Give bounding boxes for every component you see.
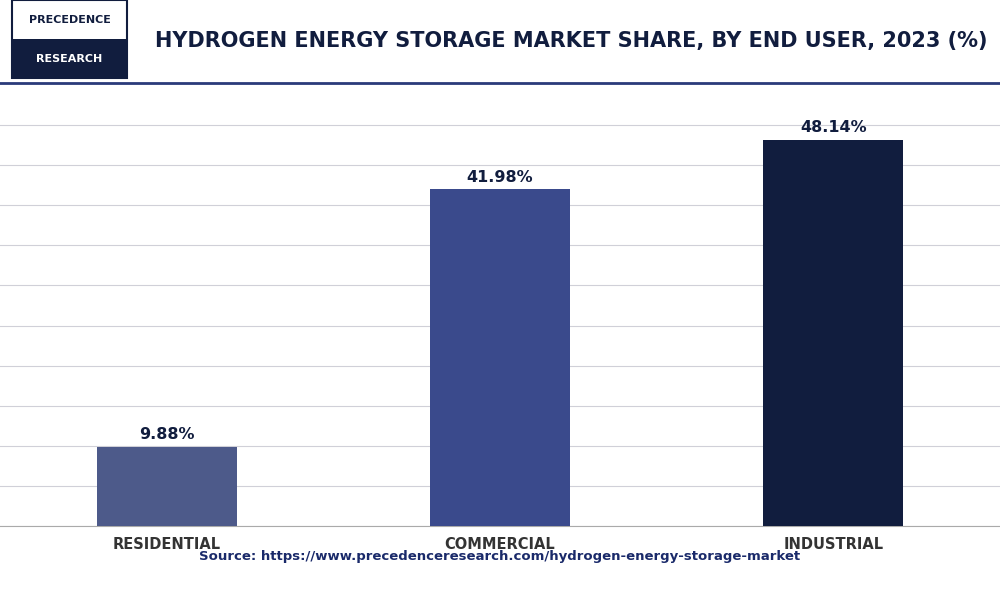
Text: 41.98%: 41.98% [467,169,533,185]
Bar [97,447,237,526]
Bar [430,189,570,526]
Text: 48.14%: 48.14% [800,120,867,135]
Bar [763,140,903,526]
Text: 9.88%: 9.88% [139,427,194,442]
Text: HYDROGEN ENERGY STORAGE MARKET SHARE, BY END USER, 2023 (%): HYDROGEN ENERGY STORAGE MARKET SHARE, BY… [155,31,988,50]
FancyBboxPatch shape [12,39,127,78]
Text: Source: https://www.precedenceresearch.com/hydrogen-energy-storage-market: Source: https://www.precedenceresearch.c… [199,550,801,563]
FancyBboxPatch shape [12,0,127,78]
Text: PRECEDENCE: PRECEDENCE [29,15,110,26]
Text: RESEARCH: RESEARCH [36,53,103,64]
